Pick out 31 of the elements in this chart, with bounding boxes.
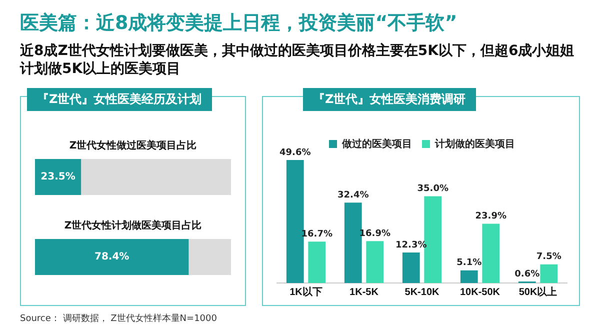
data-label: 5.1% [456,258,482,268]
chart-title: 『Z世代』女性医美经历及计划 [27,88,212,111]
bar [308,242,326,283]
bar [344,202,362,283]
data-label: 35.0% [417,184,448,194]
bar [482,224,500,283]
x-tick-label: 5K-10K [404,286,440,298]
data-label: 0.6% [514,269,540,280]
data-label: 49.6% [280,148,311,158]
bar [286,160,304,283]
category-label: Z世代女性做过医美项目占比 [69,140,197,152]
x-tick-label: 10K-50K [460,286,501,298]
data-label: 23.5% [40,172,76,183]
legend-label: 做过的医美项目 [341,138,412,150]
legend-label: 计划做的医美项目 [434,138,515,150]
bar [540,264,558,283]
bar [460,270,478,283]
x-tick-label: 1K以下 [290,286,322,298]
data-label: 78.4% [94,252,130,263]
x-tick-label: 50K以上 [518,286,558,298]
text: 医美篇：近8成将变美提上日程，投资美丽“不手软” [20,11,458,36]
bar [366,241,384,283]
source-note: Source： 调研数据， Z世代女性样本量N=1000 [20,312,217,325]
data-label: 7.5% [536,252,562,262]
data-label: 32.4% [338,190,369,200]
category-label: Z世代女性计划做医美项目占比 [64,220,202,232]
data-label: 23.9% [475,212,506,222]
bar [402,252,420,283]
x-tick-label: 1K-5K [350,286,380,298]
chart-title: 『Z世代』女性医美消费调研 [303,88,476,111]
text: 近8成Z世代女性计划要做医美，其中做过的医美项目价格主要在5K以下，但超6成小姐姐计划做5K以上的医美项目 [20,42,576,78]
